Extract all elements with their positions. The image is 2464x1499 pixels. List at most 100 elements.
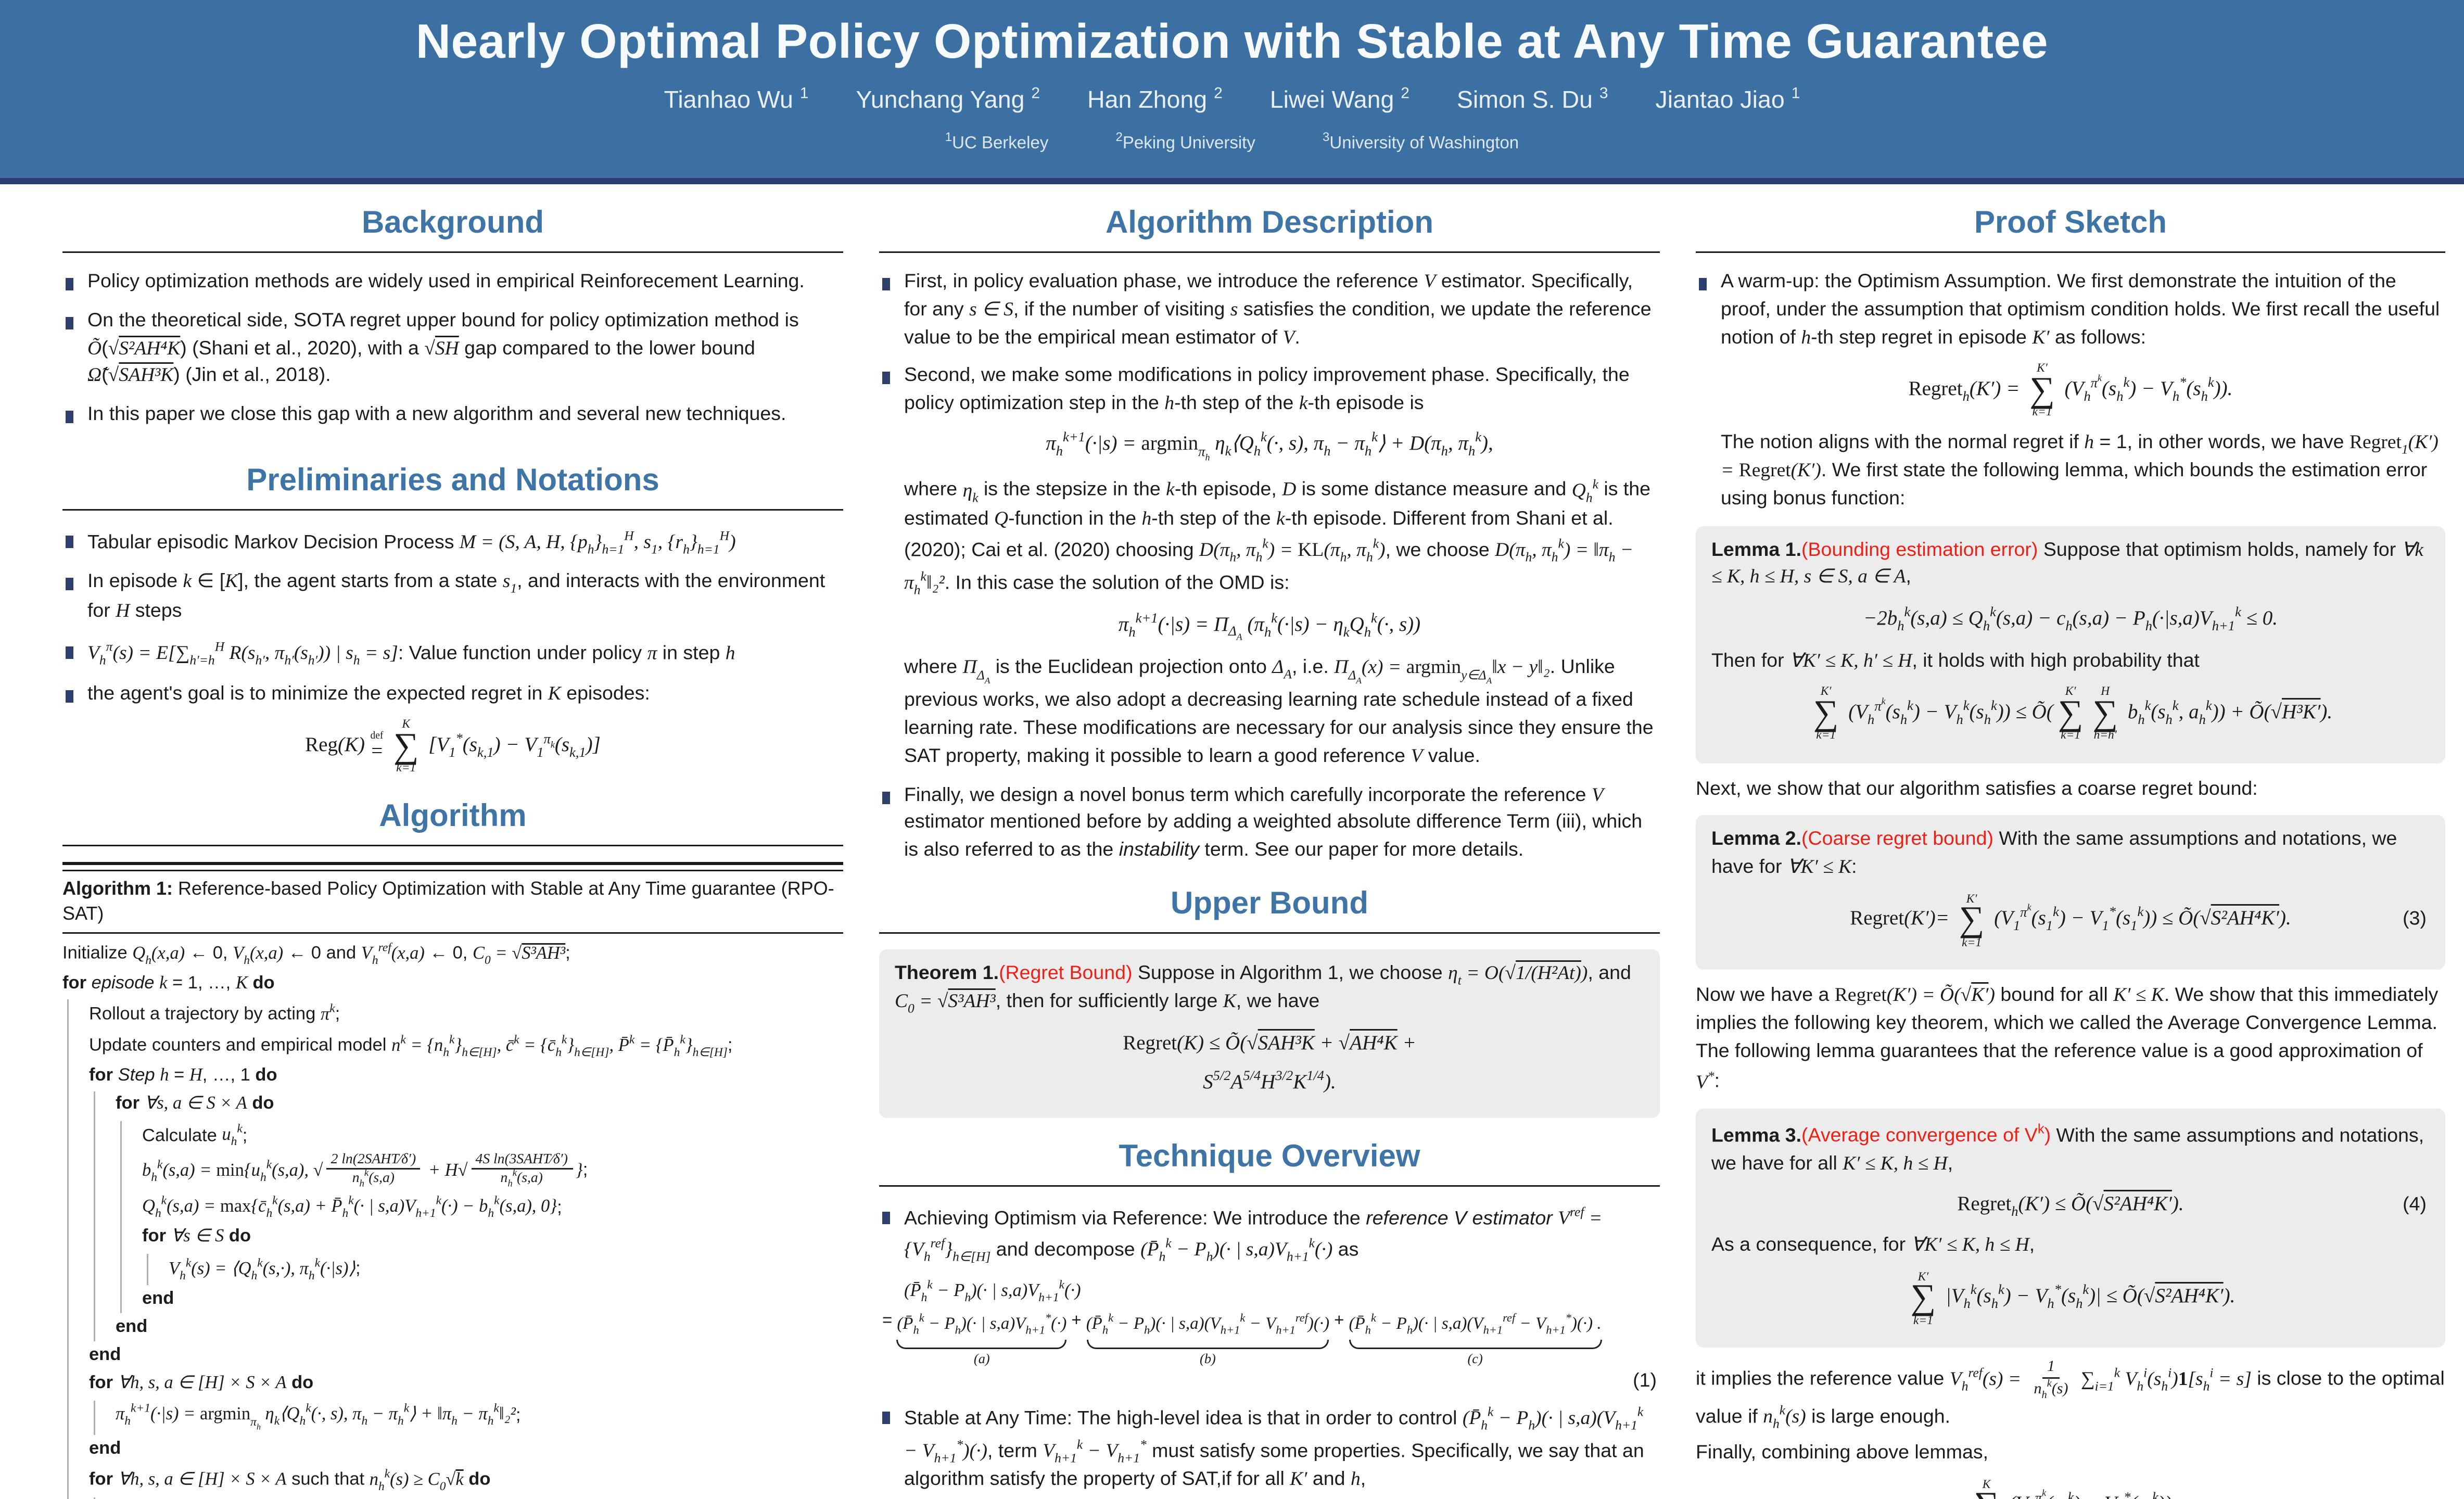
proof-paragraph: Next, we show that our algorithm satisfi…	[1696, 777, 2258, 799]
algorithm-line: Qhk(s,a) = max{c̄hk(s,a) + P̄hk(· | s,a)…	[142, 1193, 562, 1221]
background-bullet: Policy optimization methods are widely u…	[62, 269, 843, 296]
section-rule	[1696, 251, 2445, 253]
combined-regret-equation: K∑k=1 (V1πk(s1k) − V1*(s1k))	[1974, 1476, 2171, 1499]
author: Liwei Wang 2	[1269, 86, 1409, 115]
lemma-text: With the same assumptions and notations,…	[1711, 828, 2397, 878]
technique-bullet: Achieving Optimism via Reference: We int…	[879, 1203, 1660, 1266]
theorem-label: Theorem 1.	[895, 961, 999, 984]
theorem-equation: S5/2A5/4H3/2K1/4).	[1203, 1067, 1336, 1093]
lemma-3-equation: K′ ∑ k=1 |Vhk(shk) − Vh*(shk)| ≤ Õ(√S²AH⁴K…	[1910, 1269, 2236, 1327]
underbrace	[1349, 1339, 1602, 1349]
equation-number-3: (3)	[2403, 908, 2427, 930]
algdesc-bullet: First, in policy evaluation phase, we in…	[879, 269, 1660, 352]
plus-sign: +	[1071, 1312, 1082, 1331]
equation-number-1: (1)	[1633, 1369, 1657, 1391]
regret-definition-equation: Reg(K) def = K ∑ k=1 [V1*(sk,1) − V1πk(sk,1…	[305, 717, 601, 775]
projection-equation: πhk+1(·|s) = ΠΔA (πhk(·|s) − ηkQhk(·, s)…	[1118, 609, 1421, 644]
algorithm-block: Rollout a trajectory by acting πk; Updat…	[67, 999, 843, 1499]
lemma-2-box: Lemma 2.(Coarse regret bound) With the s…	[1696, 816, 2445, 970]
equation-number-4: (4)	[2403, 1193, 2427, 1215]
algorithm-line: for ∀s, a ∈ S × A do	[116, 1095, 274, 1114]
section-title-algorithm: Algorithm	[379, 798, 527, 833]
section-title-proof-sketch: Proof Sketch	[1974, 206, 2167, 240]
lemma-1-equation: K′ ∑ k=1 (Vhπk(shk) − Vhk(shk)) ≤ Õ(K′ ∑ k=1…	[1813, 684, 2333, 742]
author: Han Zhong 2	[1087, 86, 1223, 115]
affiliation: 1UC Berkeley	[945, 130, 1049, 153]
algorithm-line: Vhk(s) = ⟨Qhk(s,·), πhk(·|s)⟩;	[169, 1255, 361, 1282]
section-title-background: Background	[361, 206, 544, 240]
author: Yunchang Yang 2	[856, 86, 1040, 115]
section-title-preliminaries: Preliminaries and Notations	[246, 463, 659, 498]
lemma-label: Lemma 3.	[1711, 1125, 1802, 1147]
algorithm-top-rule	[62, 861, 843, 865]
proof-paragraph: The notion aligns with the normal regret…	[1721, 430, 2438, 509]
authors-row: Tianhao Wu 1 Yunchang Yang 2 Han Zhong 2…	[0, 86, 2464, 116]
algorithm-line: πhk+1(·|s) = argminπh ηk⟨Qhk(·, s), πh −…	[116, 1401, 521, 1432]
author: Jiantao Jiao 1	[1655, 86, 1800, 115]
theorem-tag: (Regret Bound)	[999, 961, 1133, 984]
plus-sign: +	[1334, 1312, 1344, 1331]
omd-equation: πhk+1(·|s) = argminπh ηk⟨Qhk(·, s), πh −…	[1046, 429, 1493, 463]
proof-paragraph: Finally, combining above lemmas,	[1696, 1441, 1989, 1463]
prelim-bullet: Tabular episodic Markov Decision Process…	[62, 526, 843, 558]
algdesc-bullet: Second, we make some modifications in po…	[879, 363, 1660, 418]
prelim-bullet: Vhπ(s) = E[∑h′=hH R(sh′, πh′(sh′)) | sh …	[62, 637, 843, 669]
algdesc-paragraph: where ΠΔA is the Euclidean projection on…	[904, 656, 1654, 767]
algorithm-line: for Step h = H, …, 1 do	[89, 1066, 277, 1086]
algorithm-box: Algorithm 1: Reference-based Policy Opti…	[62, 861, 843, 1499]
section-rule	[62, 509, 843, 511]
algorithm-line: for ∀h, s, a ∈ [H] × S × A such that nhk…	[89, 1467, 491, 1494]
proof-bullet: A warm-up: the Optimism Assumption. We f…	[1696, 269, 2445, 352]
algorithm-rule	[62, 932, 843, 934]
lemma-tag: (Bounding estimation error)	[1801, 538, 2038, 560]
author: Tianhao Wu 1	[664, 86, 809, 115]
lemma-label: Lemma 1.	[1711, 538, 1802, 560]
section-rule	[879, 251, 1660, 253]
column-right: Proof Sketch A warm-up: the Optimism Ass…	[1696, 187, 2445, 1499]
section-rule	[879, 932, 1660, 934]
decomposition-term-b: (P̄hk − Ph)(· | s,a)(Vh+1k − Vh+1ref)(·)…	[1086, 1310, 1330, 1366]
algorithm-block: πhk+1(·|s) = argminπh ηk⟨Qhk(·, s), πh −…	[94, 1400, 843, 1436]
decomposition-row: = (P̄hk − Ph)(· | s,a)Vh+1*(·) (a) + (P̄…	[879, 1310, 1660, 1366]
proof-paragraph: it implies the reference value Vhref(s) …	[1696, 1358, 2445, 1432]
lemma-3-box: Lemma 3.(Average convergence of Vk) With…	[1696, 1109, 2445, 1348]
algorithm-block: Calculate uhk; bhk(s,a) = min{uhk(s,a), …	[120, 1120, 843, 1313]
lemma-1-text: Then for ∀K′ ≤ K, h′ ≤ H, it holds with …	[1711, 649, 2200, 671]
section-rule	[879, 1185, 1660, 1187]
section-title-technique-overview: Technique Overview	[1119, 1140, 1420, 1175]
lemma-1-equation: −2bhk(s,a) ≤ Qhk(s,a) − ch(s,a) − Ph(·|s…	[1863, 604, 2278, 634]
algorithm-line: end	[89, 1346, 121, 1365]
affiliations-row: 1UC Berkeley 2Peking University 3Univers…	[0, 130, 2464, 153]
section-rule	[62, 844, 843, 846]
decomposition-term-c: (P̄hk − Ph)(· | s,a)(Vh+1ref − Vh+1*)(·)…	[1349, 1310, 1602, 1366]
author: Simon S. Du 3	[1456, 86, 1608, 115]
algorithm-caption: Algorithm 1: Reference-based Policy Opti…	[62, 876, 834, 925]
lemma-1-box: Lemma 1.(Bounding estimation error) Supp…	[1696, 525, 2445, 763]
stepwise-regret-equation: Regreth(K′) = K′ ∑ k=1 (Vhπk(shk) − Vh*(sh…	[1908, 361, 2233, 419]
column-left: Background Policy optimization methods a…	[62, 187, 843, 1499]
equals-sign: =	[882, 1312, 893, 1331]
algorithm-line: bhk(s,a) = min{uhk(s,a), √ 2 ln(2SAHT⁄δ′)…	[142, 1151, 588, 1190]
technique-bullet: Stable at Any Time: The high-level idea …	[879, 1402, 1660, 1495]
section-title-algorithm-description: Algorithm Description	[1105, 206, 1433, 240]
prelim-bullet: the agent's goal is to minimize the expe…	[62, 680, 843, 708]
poster-title: Nearly Optimal Policy Optimization with …	[415, 14, 2049, 69]
algorithm-block: Vhk(s) = ⟨Qhk(s,·), πhk(·|s)⟩;	[147, 1253, 843, 1285]
lemma-text: With the same assumptions and notations,…	[1711, 1125, 2424, 1175]
algdesc-bullet: Finally, we design a novel bonus term wh…	[879, 782, 1660, 865]
lemma-tag: (Average convergence of Vk)	[1801, 1121, 2051, 1147]
prelim-bullet: In episode k ∈ [K], the agent starts fro…	[62, 569, 843, 626]
background-bullet: On the theoretical side, SOTA regret upp…	[62, 307, 843, 390]
algorithm-line: end	[116, 1317, 148, 1337]
proof-paragraph: Now we have a Regret(K′) = Õ(√K′) bound …	[1696, 984, 2438, 1093]
theorem-text: Suppose in Algorithm 1, we choose ηt = O…	[895, 961, 1631, 1017]
algorithm-rule	[62, 869, 843, 871]
theorem-equation: Regret(K) ≤ Õ(√SAH³K + √AH⁴K +	[1123, 1031, 1416, 1055]
algorithm-line: Rollout a trajectory by acting πk;	[89, 1001, 340, 1025]
decomposition-head: (P̄hk − Ph)(· | s,a)Vh+1k(·)	[904, 1277, 1081, 1304]
lemma-3-equation: Regreth(K′) ≤ Õ(√S²AH⁴K′). (4)	[1957, 1191, 2427, 1219]
algorithm-line: Calculate uhk;	[142, 1122, 248, 1149]
algorithm-line: Initialize Qh(x,a) ← 0, Vh(x,a) ← 0 and …	[62, 940, 570, 967]
affiliation: 2Peking University	[1115, 130, 1255, 153]
